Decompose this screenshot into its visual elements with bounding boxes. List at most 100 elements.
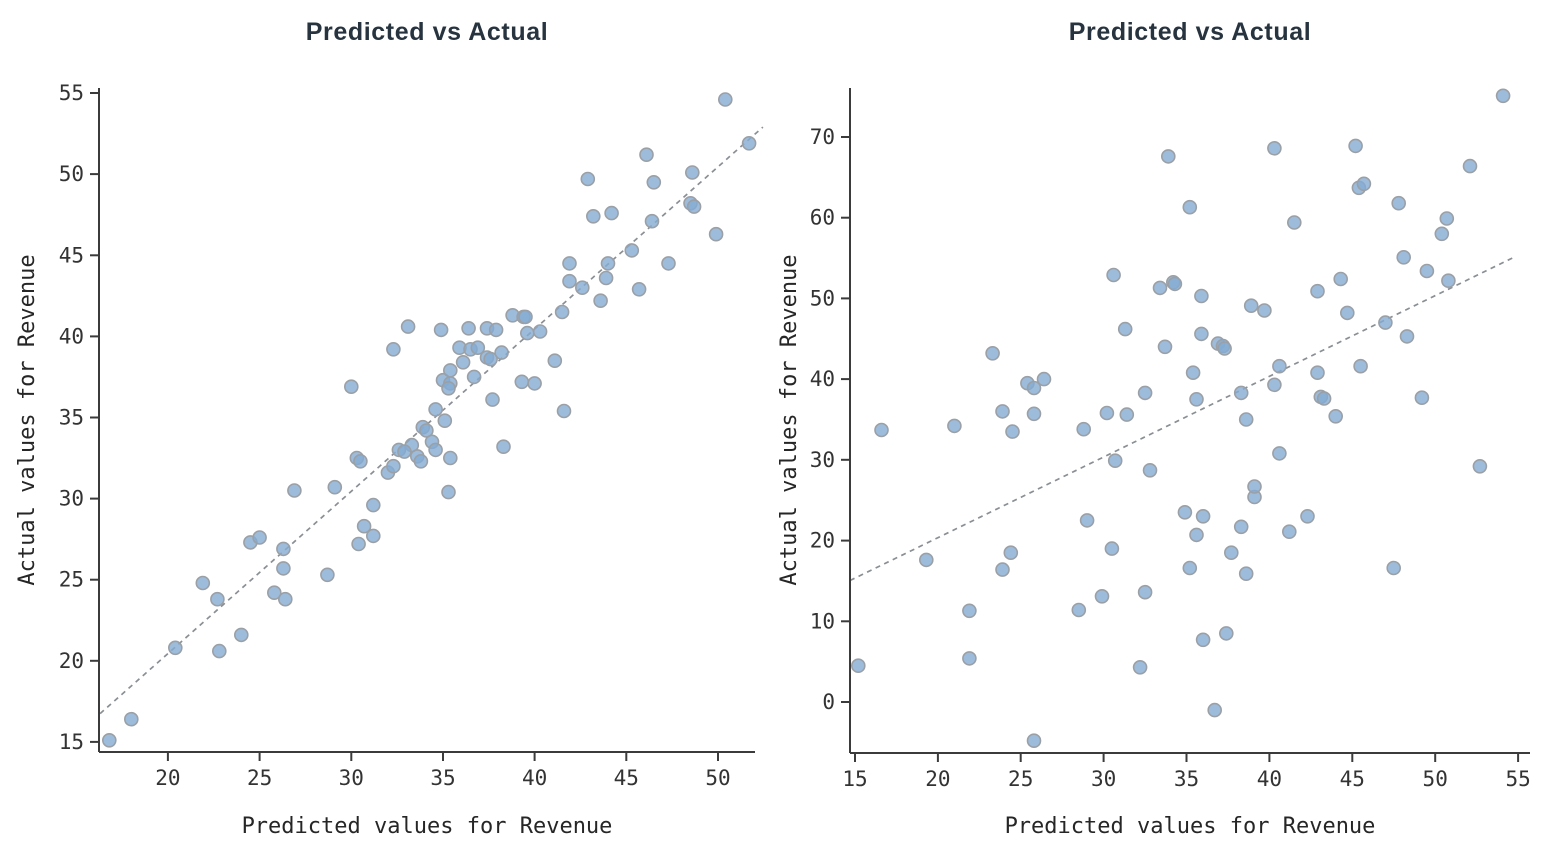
data-point — [1157, 339, 1173, 355]
data-point — [580, 171, 596, 187]
data-point — [1356, 176, 1372, 192]
data-point — [1076, 421, 1091, 437]
data-point — [1238, 412, 1254, 427]
data-point — [1495, 88, 1511, 104]
y-tick-label: 15 — [59, 730, 84, 754]
data-point — [397, 444, 412, 459]
data-point — [1189, 527, 1204, 543]
data-point — [1353, 358, 1368, 374]
left-plot-xlabel: Predicted values for Revenue — [242, 814, 613, 839]
y-tick-label: 20 — [810, 529, 835, 553]
data-point — [686, 199, 702, 214]
data-point — [356, 518, 372, 534]
data-point — [1396, 249, 1411, 265]
data-point — [1026, 380, 1042, 396]
data-point — [1439, 211, 1455, 226]
data-point — [644, 213, 660, 229]
y-tick-label: 0 — [822, 690, 835, 714]
data-point — [1026, 406, 1042, 422]
data-point — [483, 351, 498, 367]
y-tick-label: 70 — [810, 125, 835, 149]
data-point — [646, 175, 662, 190]
data-point — [598, 270, 614, 286]
y-tick-label: 35 — [59, 406, 84, 430]
data-point — [1119, 407, 1135, 422]
data-point — [433, 322, 449, 338]
data-point — [400, 319, 416, 334]
x-tick-label: 50 — [1423, 767, 1448, 791]
data-point — [351, 536, 366, 552]
y-tick-label: 60 — [810, 206, 835, 230]
data-point — [1441, 273, 1456, 289]
x-tick-label: 40 — [522, 766, 547, 790]
data-point — [1267, 377, 1282, 393]
data-point — [624, 243, 640, 258]
data-point — [985, 345, 1000, 361]
data-point — [252, 530, 267, 545]
data-point — [1152, 280, 1168, 296]
data-point — [1142, 462, 1158, 478]
data-point — [547, 353, 563, 369]
x-tick-label: 20 — [155, 766, 180, 790]
data-point — [1243, 298, 1259, 314]
data-point — [1419, 263, 1435, 279]
data-point — [428, 402, 443, 417]
x-tick-label: 35 — [1174, 767, 1199, 791]
data-point — [212, 643, 227, 659]
data-point — [1161, 149, 1176, 164]
data-point — [488, 322, 504, 338]
data-point — [1094, 588, 1110, 604]
y-tick-label: 50 — [810, 286, 835, 310]
data-point — [1036, 371, 1052, 387]
data-point — [1194, 288, 1209, 304]
data-point — [1207, 702, 1222, 718]
data-point — [1104, 541, 1120, 556]
data-point — [1224, 545, 1239, 561]
data-point — [1399, 329, 1415, 344]
data-point — [442, 450, 458, 466]
data-point — [277, 591, 293, 607]
data-point — [708, 226, 724, 242]
x-tick-label: 45 — [1340, 767, 1365, 791]
data-point — [995, 404, 1010, 419]
data-point — [1137, 385, 1153, 401]
y-tick-label: 55 — [59, 81, 84, 105]
y-tick-label: 10 — [810, 609, 835, 633]
data-point — [1189, 391, 1204, 407]
data-point — [1247, 479, 1262, 494]
data-point — [600, 256, 616, 271]
data-point — [850, 658, 866, 674]
data-point — [470, 340, 486, 356]
data-point — [1106, 267, 1121, 283]
data-point — [962, 603, 977, 619]
data-point — [1348, 138, 1363, 154]
y-tick-label: 40 — [810, 367, 835, 391]
data-point — [717, 92, 733, 107]
data-point — [874, 422, 889, 438]
data-point — [1099, 405, 1115, 421]
x-tick-label: 35 — [430, 766, 455, 790]
data-point — [1167, 276, 1183, 292]
data-point — [1282, 524, 1297, 540]
data-point — [1310, 283, 1325, 299]
data-point — [639, 147, 654, 162]
y-tick-label: 40 — [59, 324, 84, 348]
data-point — [1005, 424, 1020, 439]
data-point — [1316, 391, 1332, 406]
data-point — [1182, 560, 1198, 576]
data-point — [1310, 365, 1325, 381]
data-point — [518, 309, 533, 325]
data-point — [494, 345, 509, 360]
trend-line — [99, 126, 764, 715]
left-plot-ylabel: Actual values for Revenue — [15, 254, 40, 585]
data-point — [1300, 508, 1315, 524]
x-tick-label: 20 — [925, 767, 950, 791]
data-point — [527, 376, 542, 391]
data-point — [428, 442, 443, 458]
data-point — [1472, 458, 1488, 474]
data-point — [210, 591, 225, 607]
data-point — [1386, 560, 1401, 576]
data-point — [1132, 659, 1148, 675]
data-point — [1194, 326, 1209, 342]
